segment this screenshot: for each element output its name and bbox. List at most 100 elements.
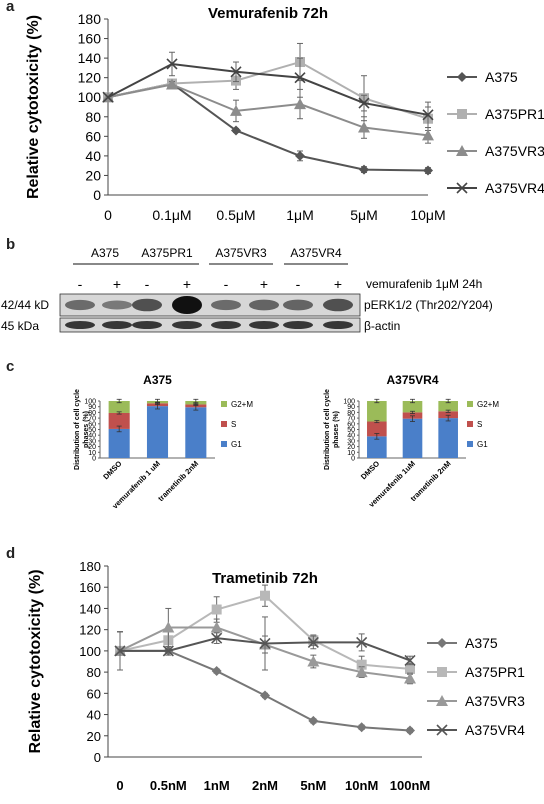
vemurafenib-series-line-a375vr4 — [107, 62, 429, 116]
a375-y-tick-label: 0 — [92, 456, 96, 463]
blot-lane-sign: - — [224, 276, 229, 292]
trametinib-legend-marker-a375 — [437, 638, 447, 648]
blot-band-actin — [65, 321, 95, 329]
a375-legend-swatch-g2-m — [221, 401, 227, 407]
vemurafenib-legend-marker-a375 — [457, 72, 467, 82]
a375-y-axis-label-line2: phases (%) — [83, 411, 90, 448]
blot-group-label-a375vr4: A375VR4 — [290, 246, 342, 260]
panel-b-label: b — [6, 236, 16, 253]
vemurafenib-y-tick-label: 120 — [78, 70, 102, 86]
a375vr4-y-tick-label: 0 — [351, 456, 355, 463]
trametinib-legend-label-a375pr1: A375PR1 — [465, 664, 525, 680]
a375vr4-y-tick-label: 60 — [347, 421, 355, 428]
trametinib-point-a375pr1 — [405, 663, 415, 674]
blot-band-perk — [211, 299, 241, 311]
blot-group-label-a375vr3: A375VR3 — [215, 246, 267, 260]
a375-y-tick-label: 80 — [88, 410, 96, 417]
trametinib-x-tick-label: 5nM — [300, 778, 326, 793]
trametinib-legend-label-a375vr3: A375VR3 — [465, 693, 525, 709]
trametinib-y-tick-label: 0 — [94, 750, 101, 765]
a375vr4-bar-s-trametinib-2nm — [438, 411, 458, 419]
trametinib-point-a375vr4 — [259, 637, 271, 650]
vemurafenib-y-tick-label: 80 — [85, 109, 101, 125]
blot-group-label-a375: A375 — [91, 246, 119, 260]
a375-bar-g1-trametinib-2nm — [185, 407, 207, 458]
vemurafenib-y-tick-label: 40 — [85, 148, 101, 164]
a375-legend-label-g1: G1 — [231, 440, 242, 449]
a375-y-tick-label: 10 — [88, 450, 96, 457]
trametinib-legend-marker-a375vr3 — [436, 695, 448, 706]
blot-row1-left-label: 42/44 kD — [1, 298, 49, 312]
blot-lane-sign: - — [78, 276, 83, 292]
a375vr4-legend-swatch-s — [467, 421, 473, 427]
trametinib-legend-label-a375vr4: A375VR4 — [465, 722, 525, 738]
a375-legend-label-s: S — [231, 420, 236, 429]
vemurafenib-point-a375vr4 — [166, 58, 178, 70]
vemurafenib-legend-label-a375vr3: A375VR3 — [485, 143, 544, 159]
vemurafenib-point-a375 — [423, 165, 433, 176]
vemurafenib-legend-label-a375vr4: A375VR4 — [485, 180, 544, 196]
vemurafenib-y-tick-label: 140 — [78, 50, 102, 66]
panel-d-label: d — [6, 545, 16, 562]
blot-lane-sign: - — [145, 276, 150, 292]
a375vr4-legend-label-g2-m: G2+M — [477, 400, 499, 409]
trametinib-point-a375vr4 — [114, 645, 126, 657]
vemurafenib-y-tick-label: 100 — [78, 89, 102, 105]
trametinib-y-axis-label: Relative cytotoxicity (%) — [27, 569, 44, 753]
a375vr4-bar-s-dmso — [367, 421, 387, 437]
a375-error-bar — [193, 398, 199, 404]
vemurafenib-point-a375vr3 — [358, 121, 370, 133]
vemurafenib-y-tick-label: 20 — [85, 167, 101, 183]
vemurafenib-series-line-a375vr3 — [107, 83, 429, 137]
vemurafenib-point-a375vr4 — [358, 97, 370, 109]
trametinib-y-tick-label: 140 — [79, 601, 101, 616]
vemurafenib-legend-marker-a375vr4 — [456, 182, 468, 194]
vemurafenib-title: Vemurafenib 72h — [208, 5, 328, 22]
vemurafenib-legend-label-a375: A375 — [485, 69, 518, 85]
blot-lane-sign: + — [334, 276, 342, 292]
blot-band-actin — [172, 321, 202, 329]
vemurafenib-point-a375vr4 — [102, 91, 114, 103]
a375vr4-error-bar — [374, 433, 380, 440]
trametinib-y-tick-label: 60 — [87, 686, 101, 701]
trametinib-point-a375pr1 — [211, 604, 222, 615]
blot-band-perk — [102, 300, 132, 310]
blot-row1-right-label: pERK1/2 (Thr202/Y204) — [364, 298, 493, 312]
a375-bar-g1-dmso — [108, 428, 130, 458]
vemurafenib-point-a375vr4 — [294, 72, 306, 84]
vemurafenib-point-a375vr3 — [422, 129, 434, 141]
a375vr4-legend-swatch-g2-m — [467, 401, 473, 407]
trametinib-y-tick-label: 180 — [79, 559, 101, 574]
vemurafenib-legend-label-a375pr1: A375PR1 — [485, 106, 544, 122]
blot-lane-sign: + — [183, 276, 191, 292]
vemurafenib-point-a375vr4 — [422, 109, 434, 121]
vemurafenib-x-tick-label: 0.5μM — [216, 207, 255, 223]
blot-band-actin — [211, 321, 241, 329]
a375-bar-s-dmso — [108, 412, 130, 429]
trametinib-point-a375 — [211, 666, 222, 677]
vemurafenib-y-tick-label: 60 — [85, 128, 101, 144]
trametinib-point-a375vr3 — [307, 655, 320, 667]
vemurafenib-point-a375vr3 — [230, 104, 242, 116]
a375vr4-bar-g2-m-trametinib-2nm — [438, 401, 458, 412]
a375vr4-y-tick-label: 20 — [347, 444, 355, 451]
a375vr4-legend-label-g1: G1 — [477, 440, 488, 449]
blot-band-actin — [102, 321, 132, 329]
a375vr4-y-tick-label: 90 — [347, 404, 355, 411]
a375vr4-bar-g1-dmso — [367, 436, 387, 458]
a375vr4-error-bar — [374, 398, 380, 404]
a375vr4-error-bar — [445, 414, 451, 422]
trametinib-point-a375vr3 — [404, 672, 416, 684]
trametinib-y-tick-label: 160 — [79, 580, 101, 595]
a375vr4-y-tick-label: 40 — [347, 433, 355, 440]
a375-y-tick-label: 90 — [88, 404, 96, 411]
trametinib-point-a375vr4 — [211, 632, 223, 644]
a375vr4-error-bar — [410, 410, 415, 414]
panel-a-label: a — [6, 0, 15, 15]
a375-y-tick-label: 40 — [88, 433, 96, 440]
a375-error-bar — [155, 398, 160, 404]
a375vr4-error-bar — [445, 409, 451, 413]
